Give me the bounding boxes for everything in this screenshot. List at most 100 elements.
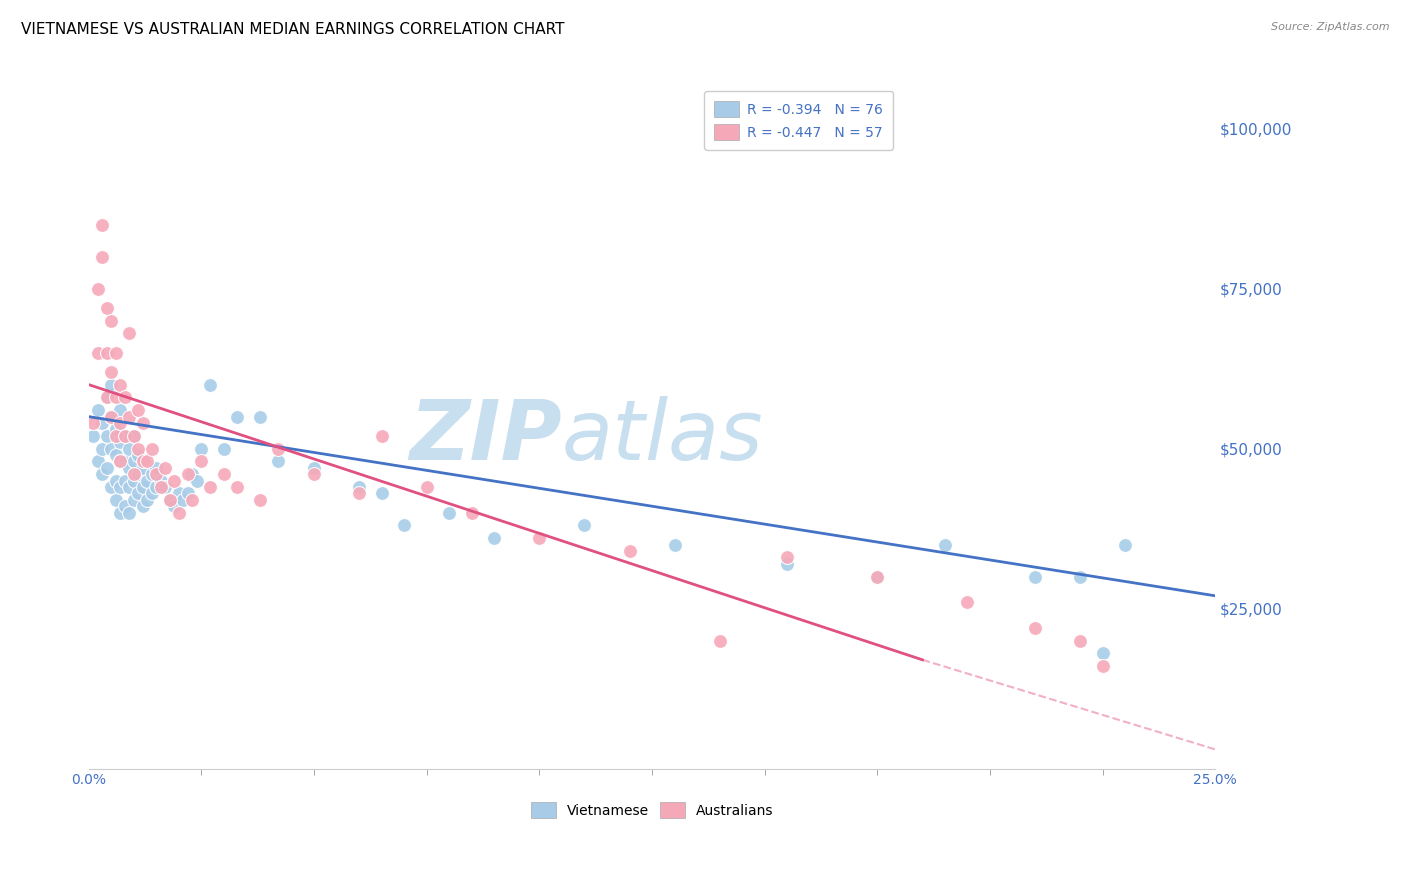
Point [96, 391, 118, 405]
Point [122, 429, 145, 443]
Point [200, 480, 222, 494]
Point [1091, 659, 1114, 673]
Point [347, 486, 370, 500]
Point [91, 416, 114, 430]
Point [167, 486, 190, 500]
Point [484, 531, 506, 545]
Point [370, 486, 392, 500]
Point [110, 480, 132, 494]
Point [167, 506, 190, 520]
Point [96, 460, 118, 475]
Point [104, 474, 127, 488]
Point [136, 454, 159, 468]
Point [149, 480, 172, 494]
Point [100, 480, 122, 494]
Point [100, 365, 122, 379]
Point [91, 250, 114, 264]
Point [776, 557, 799, 571]
Point [122, 474, 145, 488]
Point [619, 544, 641, 558]
Point [132, 416, 155, 430]
Point [1091, 647, 1114, 661]
Text: Source: ZipAtlas.com: Source: ZipAtlas.com [1271, 22, 1389, 32]
Point [461, 506, 484, 520]
Point [118, 442, 141, 456]
Point [267, 442, 290, 456]
Point [709, 633, 731, 648]
Point [956, 595, 979, 609]
Text: atlas: atlas [562, 396, 763, 477]
Point [127, 448, 149, 462]
Point [145, 480, 167, 494]
Point [100, 377, 122, 392]
Point [1069, 633, 1091, 648]
Point [127, 486, 149, 500]
Point [114, 429, 136, 443]
Point [664, 538, 686, 552]
Point [141, 486, 163, 500]
Point [149, 474, 172, 488]
Point [155, 460, 177, 475]
Point [574, 518, 596, 533]
Point [91, 442, 114, 456]
Point [132, 454, 155, 468]
Point [110, 454, 132, 468]
Point [190, 442, 212, 456]
Point [100, 442, 122, 456]
Point [136, 492, 159, 507]
Point [186, 474, 208, 488]
Point [122, 467, 145, 482]
Point [159, 492, 181, 507]
Point [132, 480, 155, 494]
Point [145, 460, 167, 475]
Point [100, 409, 122, 424]
Point [145, 467, 167, 482]
Text: ZIP: ZIP [409, 396, 562, 477]
Point [104, 345, 127, 359]
Point [392, 518, 415, 533]
Point [82, 416, 104, 430]
Point [110, 403, 132, 417]
Point [226, 480, 249, 494]
Point [370, 429, 392, 443]
Point [118, 460, 141, 475]
Point [104, 422, 127, 436]
Point [96, 391, 118, 405]
Point [114, 429, 136, 443]
Point [141, 467, 163, 482]
Point [132, 460, 155, 475]
Point [212, 467, 235, 482]
Legend: Vietnamese, Australians: Vietnamese, Australians [524, 797, 779, 824]
Point [132, 500, 155, 514]
Point [104, 448, 127, 462]
Point [127, 467, 149, 482]
Point [267, 454, 290, 468]
Point [104, 429, 127, 443]
Point [226, 409, 249, 424]
Point [118, 506, 141, 520]
Point [110, 454, 132, 468]
Point [302, 460, 325, 475]
Point [155, 480, 177, 494]
Point [110, 416, 132, 430]
Point [91, 467, 114, 482]
Point [172, 492, 194, 507]
Point [249, 409, 271, 424]
Point [190, 454, 212, 468]
Point [91, 218, 114, 232]
Point [181, 492, 204, 507]
Text: VIETNAMESE VS AUSTRALIAN MEDIAN EARNINGS CORRELATION CHART: VIETNAMESE VS AUSTRALIAN MEDIAN EARNINGS… [21, 22, 565, 37]
Point [776, 550, 799, 565]
Point [104, 391, 127, 405]
Point [866, 569, 889, 583]
Point [122, 492, 145, 507]
Point [96, 301, 118, 315]
Point [118, 326, 141, 341]
Point [302, 467, 325, 482]
Point [100, 313, 122, 327]
Point [1114, 538, 1136, 552]
Point [163, 500, 186, 514]
Point [200, 377, 222, 392]
Point [122, 429, 145, 443]
Point [347, 480, 370, 494]
